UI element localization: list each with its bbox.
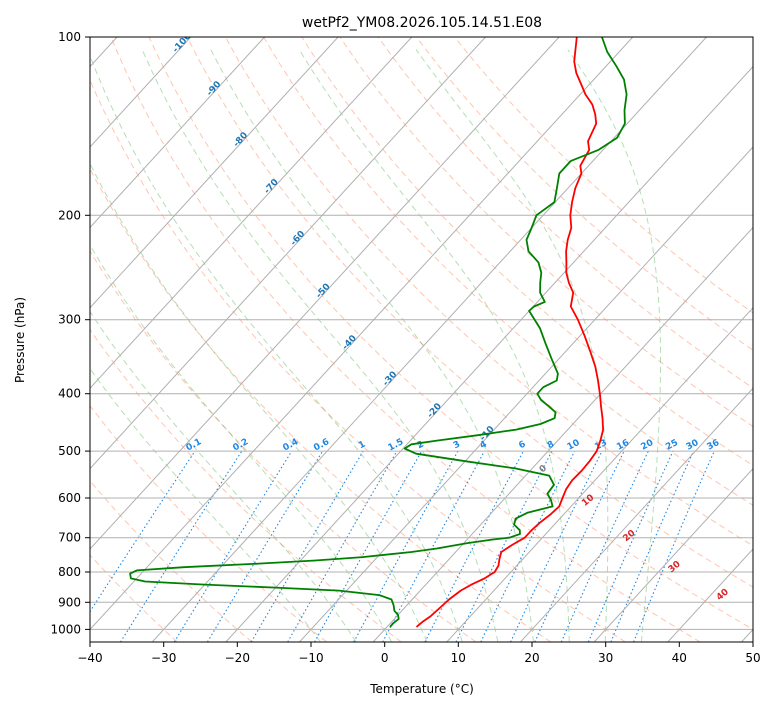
isotherm-line [593, 467, 753, 642]
chart-title: wetPf2_YM08.2026.105.14.51.E08 [302, 15, 542, 31]
wetbulb-label: 0 [538, 464, 549, 476]
dry-adiabat-line [454, 37, 753, 314]
mixing-ratio-line [560, 450, 649, 642]
y-tick-label: 500 [58, 444, 81, 458]
x-tick-label: 20 [524, 651, 539, 665]
profile-lines [129, 37, 628, 628]
mixing-ratio-line [587, 450, 674, 642]
x-tick-label: −10 [298, 651, 323, 665]
plot-frame [89, 36, 754, 643]
isotherm-line [90, 37, 413, 389]
mixing-ratio-label: 4 [478, 439, 488, 451]
moist-adiabat-line [415, 49, 609, 642]
x-tick-label: 0 [381, 651, 389, 665]
dry-adiabat-line [90, 249, 477, 642]
dry-adiabat-line [377, 37, 753, 389]
isotherm-line [372, 226, 753, 642]
mixing-ratio-line [173, 450, 293, 642]
dry-adiabat-line [90, 328, 402, 642]
mixing-ratio-line [382, 450, 485, 642]
mixing-ratio-line [455, 450, 553, 642]
isobar-grid [90, 37, 753, 630]
moist-adiabat-line [90, 310, 357, 642]
dry-adiabat-line [148, 37, 753, 631]
y-axis: 1000 900 800 700 600 500 400 300 200 100 [50, 30, 90, 636]
mixing-ratio-line [90, 450, 196, 613]
isotherm-line [90, 37, 192, 148]
x-axis-label: Temperature (°C) [369, 682, 474, 696]
isotherm-line [90, 37, 486, 470]
x-tick-label: 40 [672, 651, 687, 665]
mixing-ratio-line [120, 450, 243, 642]
dry-adiabat-line [90, 167, 552, 642]
moist-adiabat-line [298, 49, 570, 642]
y-tick-label: 1000 [50, 622, 81, 636]
mixing-ratio-line [207, 450, 324, 642]
moist-adiabat-line [210, 49, 534, 642]
y-tick-label: 700 [58, 531, 81, 545]
moist-adiabat-line [567, 49, 661, 642]
dry-adiabats [90, 37, 753, 642]
isotherm-line [225, 65, 753, 642]
mixing-ratio-label: 2 [416, 439, 426, 451]
x-tick-label: 50 [745, 651, 760, 665]
isotherm-line [90, 37, 634, 631]
moist-adiabat-line [90, 162, 428, 642]
dry-adiabat-line [263, 37, 753, 506]
isotherm-line [520, 387, 753, 642]
y-tick-label: 200 [58, 208, 81, 222]
moist-adiabat-line [90, 244, 393, 642]
mixing-ratio-label: 3 [452, 439, 462, 451]
isotherm-line [90, 37, 560, 550]
x-tick-label: 30 [598, 651, 613, 665]
dry-adiabat-line [339, 37, 753, 427]
mixing-ratio-label: 1 [357, 439, 367, 451]
dry-adiabat-line [225, 37, 753, 547]
isotherm-line [446, 307, 753, 642]
isotherm-line [90, 37, 339, 309]
x-tick-label: −40 [77, 651, 102, 665]
mixing-ratio-line [353, 450, 459, 642]
y-tick-label: 100 [58, 30, 81, 44]
x-tick-label: 10 [451, 651, 466, 665]
y-tick-label: 600 [58, 491, 81, 505]
isotherm-line [151, 37, 707, 642]
isotherm-line [299, 146, 753, 642]
dry-adiabat-line [110, 37, 701, 642]
mixing-ratio-line [610, 450, 695, 642]
y-tick-label: 400 [58, 387, 81, 401]
y-axis-label: Pressure (hPa) [13, 297, 27, 383]
isotherm-grid [90, 37, 753, 642]
mixing-ratio-line [480, 450, 576, 642]
dry-adiabat-line [90, 405, 328, 642]
mixing-ratio-label: 8 [546, 439, 556, 451]
mixing-ratio-line [314, 450, 423, 642]
isotherm-line [90, 37, 265, 229]
mixing-ratio-label: 6 [517, 439, 527, 451]
y-tick-label: 900 [58, 595, 81, 609]
y-tick-label: 300 [58, 313, 81, 327]
dry-adiabat-line [186, 37, 753, 588]
dry-adiabat-line [90, 78, 626, 642]
x-tick-label: −30 [151, 651, 176, 665]
plot-area: 0.1 0.2 0.4 0.6 1 1.5 2 3 4 6 8 10 13 16 20 25 30 36-100-… [90, 37, 753, 642]
x-axis: −40 −30 −20 −10 0 10 20 30 40 50 [77, 642, 761, 665]
x-tick-label: −20 [225, 651, 250, 665]
y-tick-label: 800 [58, 565, 81, 579]
dewpoint-profile-line [129, 37, 628, 628]
moist-adiabat-line [141, 49, 499, 642]
dry-adiabat-line [415, 37, 753, 351]
